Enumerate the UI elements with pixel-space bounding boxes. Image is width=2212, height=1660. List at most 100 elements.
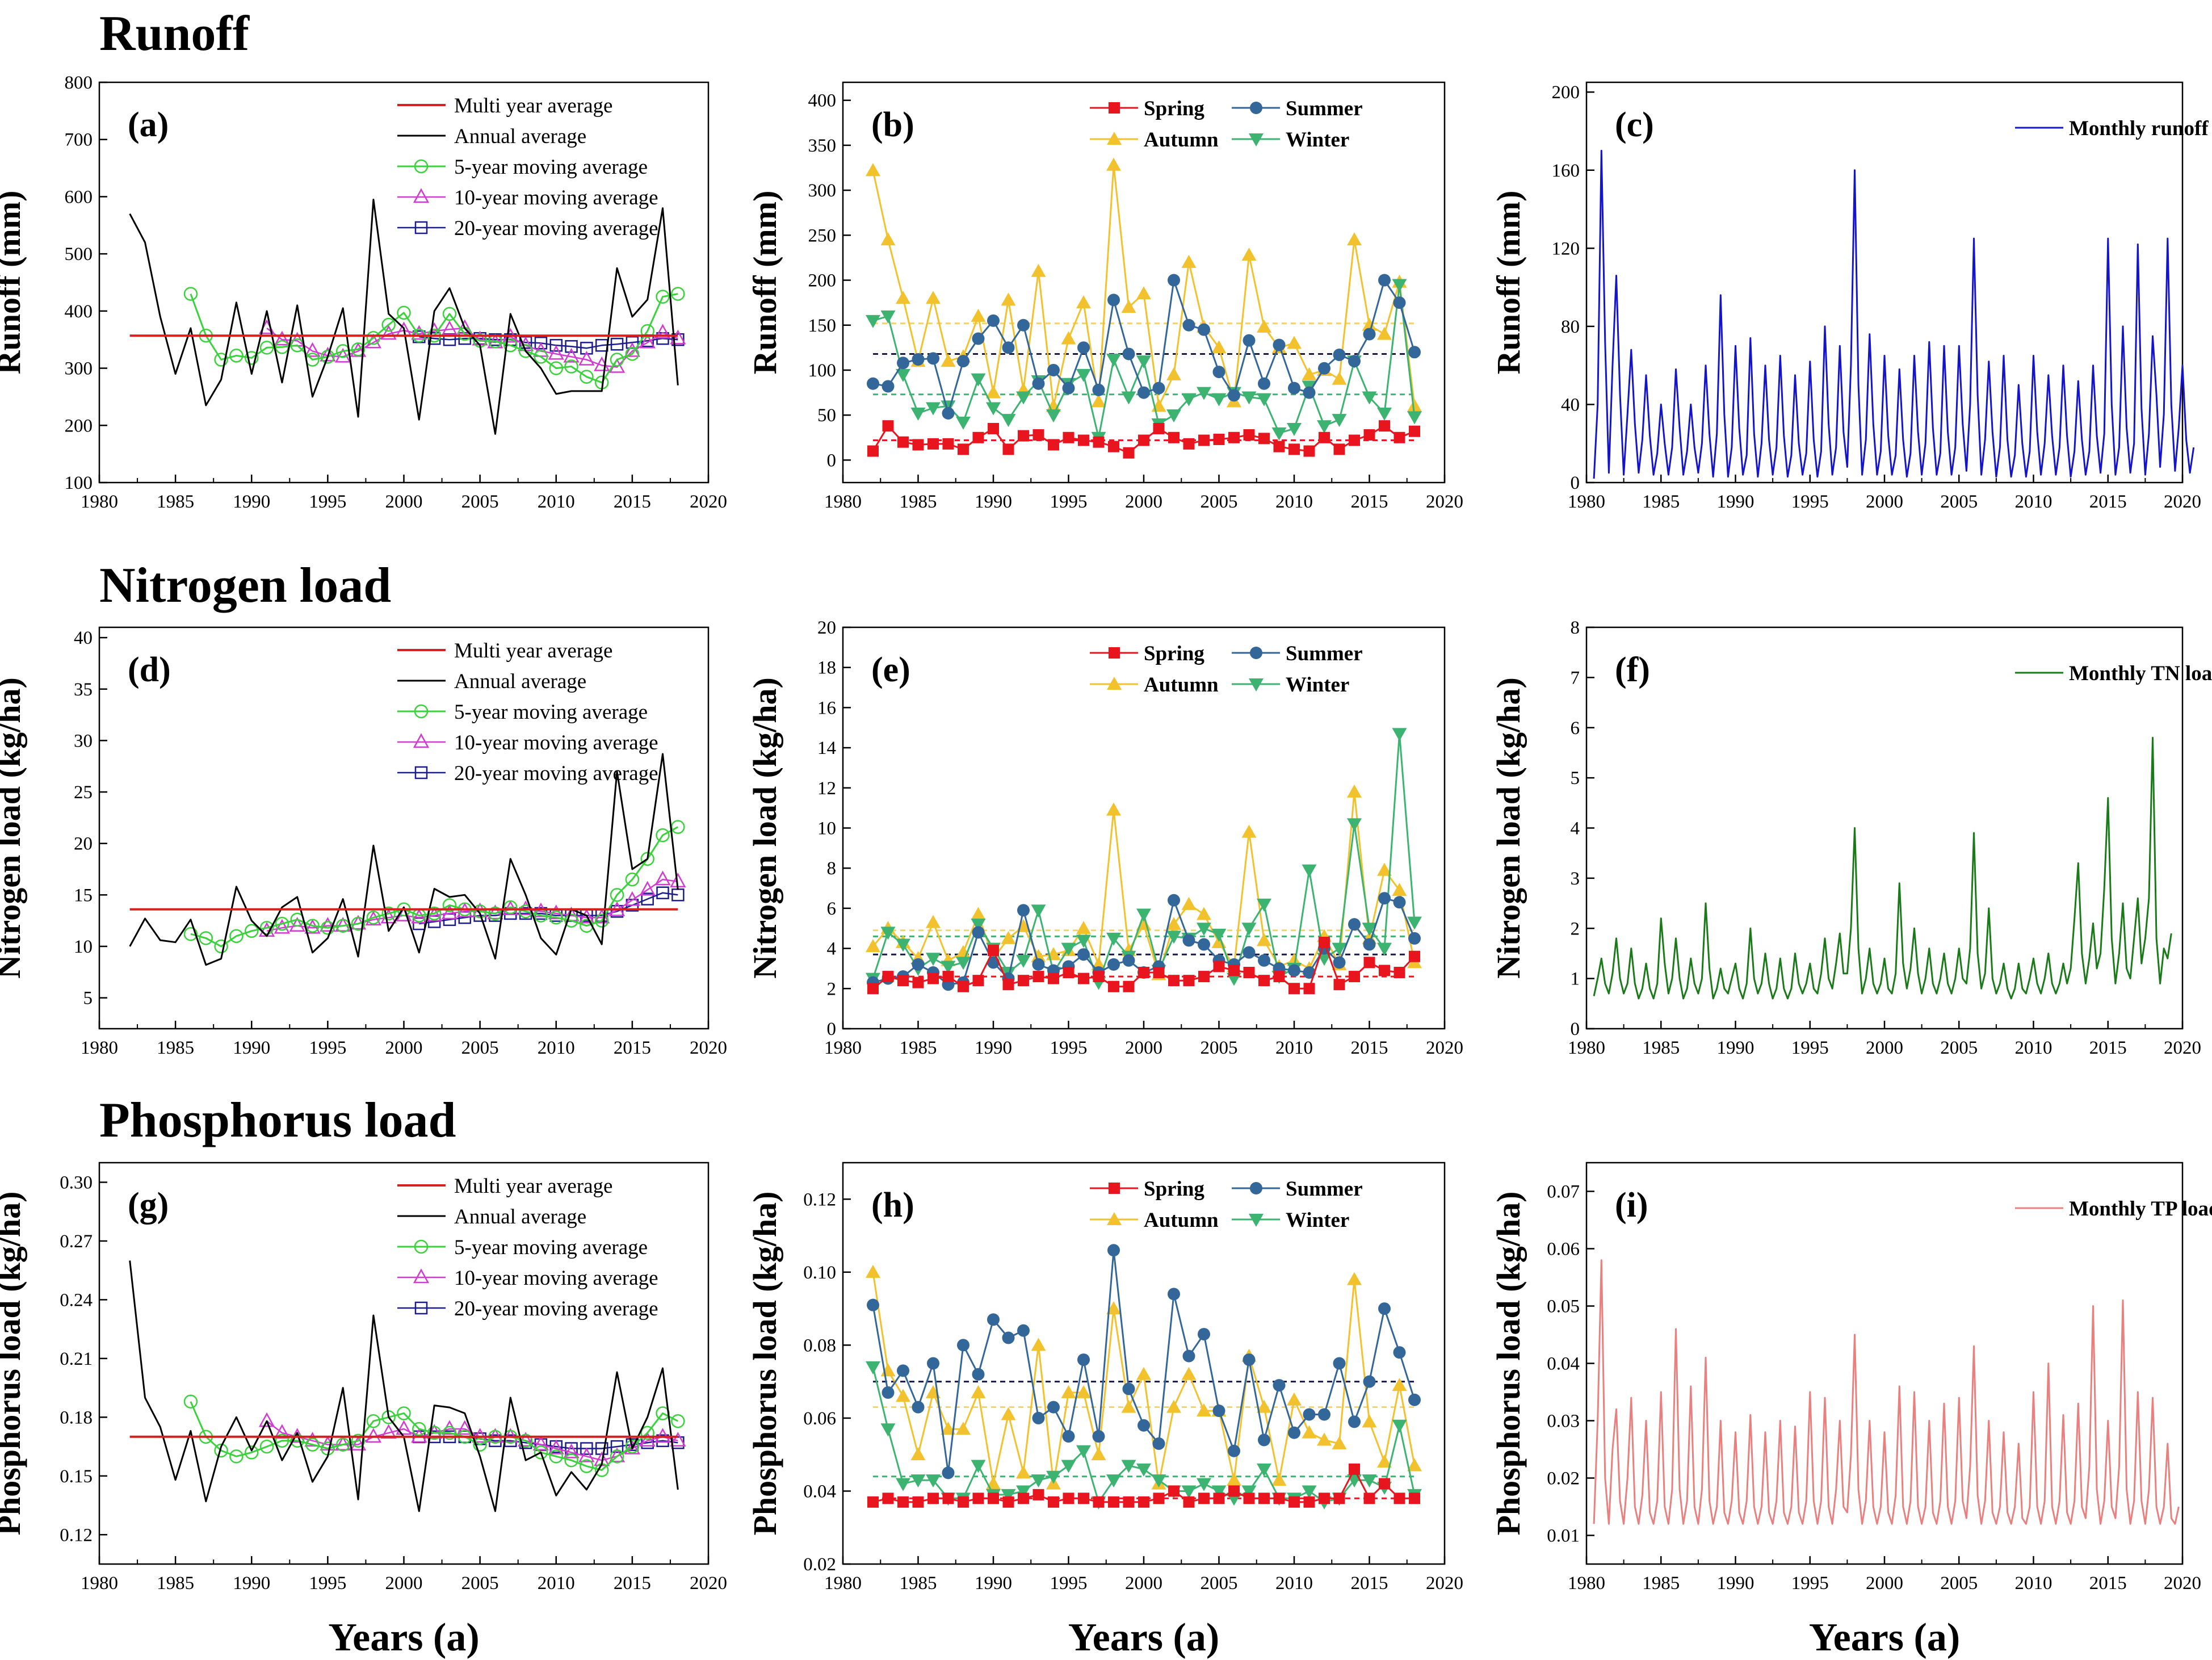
x-tick-label: 1985 bbox=[157, 492, 194, 512]
data-point-autumn bbox=[1001, 930, 1016, 944]
data-point-spring bbox=[1078, 434, 1089, 446]
data-point-10-year-moving-average bbox=[456, 1420, 473, 1435]
x-tick-label: 2015 bbox=[2089, 1573, 2127, 1594]
data-point-5-year-moving-average bbox=[625, 1439, 640, 1454]
data-point-summer bbox=[987, 314, 1000, 327]
data-point-winter bbox=[1241, 1485, 1257, 1499]
data-point-5-year-moving-average bbox=[214, 1443, 228, 1458]
data-point-spring bbox=[1018, 975, 1029, 987]
data-point-spring bbox=[1183, 975, 1195, 987]
data-point-spring bbox=[1138, 967, 1149, 979]
data-point-autumn bbox=[971, 907, 986, 920]
data-point-autumn bbox=[1271, 1473, 1287, 1486]
data-point-spring bbox=[1228, 965, 1240, 976]
data-point-autumn bbox=[1241, 248, 1257, 261]
y-tick-label: 40 bbox=[1561, 395, 1580, 415]
x-tick-label: 1985 bbox=[1642, 492, 1680, 512]
data-point-winter bbox=[1347, 818, 1362, 832]
data-point-autumn bbox=[1136, 286, 1151, 300]
data-point-winter bbox=[1136, 355, 1151, 369]
data-point-autumn bbox=[1136, 1366, 1151, 1380]
x-tick-label: 2005 bbox=[461, 1573, 499, 1594]
data-point-spring bbox=[1333, 1493, 1345, 1504]
data-point-5-year-moving-average bbox=[397, 305, 411, 320]
legend-label: Winter bbox=[1286, 1209, 1349, 1232]
data-point-summer bbox=[1107, 1244, 1120, 1257]
data-point-5-year-moving-average bbox=[656, 828, 670, 842]
data-point-5-year-moving-average bbox=[229, 929, 244, 944]
x-tick-label: 2005 bbox=[1940, 1573, 1978, 1594]
data-point-autumn bbox=[971, 1385, 986, 1398]
y-tick-label: 350 bbox=[808, 136, 837, 156]
series-line-annual-average bbox=[129, 199, 679, 435]
x-tick-label: 2000 bbox=[1125, 1573, 1162, 1594]
y-tick-label: 50 bbox=[817, 405, 836, 426]
x-tick-label: 2015 bbox=[1351, 1573, 1388, 1594]
data-point-winter bbox=[1001, 414, 1016, 427]
data-point-autumn bbox=[1031, 949, 1046, 962]
data-point-summer bbox=[1393, 896, 1406, 909]
data-point-summer bbox=[1288, 964, 1300, 977]
x-tick-label: 2010 bbox=[538, 1573, 575, 1594]
data-point-autumn bbox=[1016, 1465, 1031, 1479]
data-point-autumn bbox=[1106, 1301, 1121, 1315]
data-point-spring bbox=[942, 971, 954, 983]
data-point-5-year-moving-average bbox=[245, 924, 259, 938]
x-tick-label: 2010 bbox=[2015, 1038, 2052, 1058]
y-axis-label: Phosphorus load (kg/ha) bbox=[746, 1192, 783, 1536]
y-axis-label: Runoff (mm) bbox=[1490, 191, 1527, 375]
data-point-5-year-moving-average bbox=[351, 342, 366, 357]
data-point-autumn bbox=[941, 354, 956, 367]
data-point-autumn bbox=[1377, 326, 1392, 340]
x-tick-label: 1990 bbox=[233, 492, 270, 512]
data-point-spring bbox=[1123, 447, 1135, 459]
data-point-5-year-moving-average bbox=[259, 921, 274, 935]
data-point-5-year-moving-average bbox=[656, 290, 670, 304]
y-tick-label: 5 bbox=[83, 988, 93, 1009]
data-point-spring bbox=[1032, 1489, 1044, 1500]
x-tick-label: 2010 bbox=[1275, 1038, 1313, 1058]
data-point-spring bbox=[1409, 1493, 1420, 1504]
data-point-spring bbox=[927, 972, 939, 984]
legend-marker bbox=[414, 1239, 429, 1254]
data-point-spring bbox=[1409, 950, 1420, 962]
y-axis-label: Runoff (mm) bbox=[746, 191, 783, 375]
x-tick-label: 2020 bbox=[690, 1038, 727, 1058]
plot-frame bbox=[98, 81, 710, 484]
legend-marker bbox=[1250, 1182, 1262, 1194]
legend-label: Summer bbox=[1286, 642, 1363, 665]
series-line-monthly bbox=[1593, 149, 2195, 479]
data-point-10-year-moving-average bbox=[654, 324, 671, 339]
x-tick-label: 1980 bbox=[824, 1573, 862, 1594]
y-tick-label: 2 bbox=[1571, 919, 1580, 939]
y-tick-label: 120 bbox=[1552, 238, 1580, 259]
data-point-winter bbox=[1317, 420, 1332, 434]
data-point-10-year-moving-average bbox=[654, 870, 671, 886]
y-tick-label: 20 bbox=[817, 618, 836, 638]
x-tick-label: 1995 bbox=[1791, 1573, 1829, 1594]
data-point-summer bbox=[882, 1386, 895, 1399]
legend-marker bbox=[1109, 1183, 1120, 1194]
data-point-winter bbox=[1362, 1474, 1377, 1488]
data-point-winter bbox=[1302, 864, 1317, 878]
legend-label: Winter bbox=[1286, 673, 1349, 697]
legend-label: Multi year average bbox=[454, 94, 612, 118]
data-point-spring bbox=[897, 1496, 909, 1508]
data-point-autumn bbox=[1407, 1458, 1422, 1472]
legend-marker bbox=[1107, 132, 1122, 145]
data-point-5-year-moving-average bbox=[549, 1449, 563, 1464]
data-point-spring bbox=[1319, 936, 1330, 948]
x-tick-label: 2000 bbox=[1866, 1038, 1903, 1058]
data-point-spring bbox=[897, 975, 909, 987]
data-point-spring bbox=[1379, 420, 1390, 432]
y-axis-label: Phosphorus load (kg/ha) bbox=[0, 1192, 27, 1536]
data-point-spring bbox=[1063, 431, 1074, 443]
series-line-winter bbox=[872, 732, 1416, 984]
data-point-autumn bbox=[1241, 824, 1257, 838]
x-tick-label: 2020 bbox=[1426, 492, 1463, 512]
legend-marker bbox=[414, 704, 429, 719]
plot-frame bbox=[98, 1162, 710, 1565]
data-point-summer bbox=[1168, 1288, 1180, 1301]
legend-marker bbox=[1249, 133, 1264, 146]
data-point-spring bbox=[1288, 443, 1300, 455]
